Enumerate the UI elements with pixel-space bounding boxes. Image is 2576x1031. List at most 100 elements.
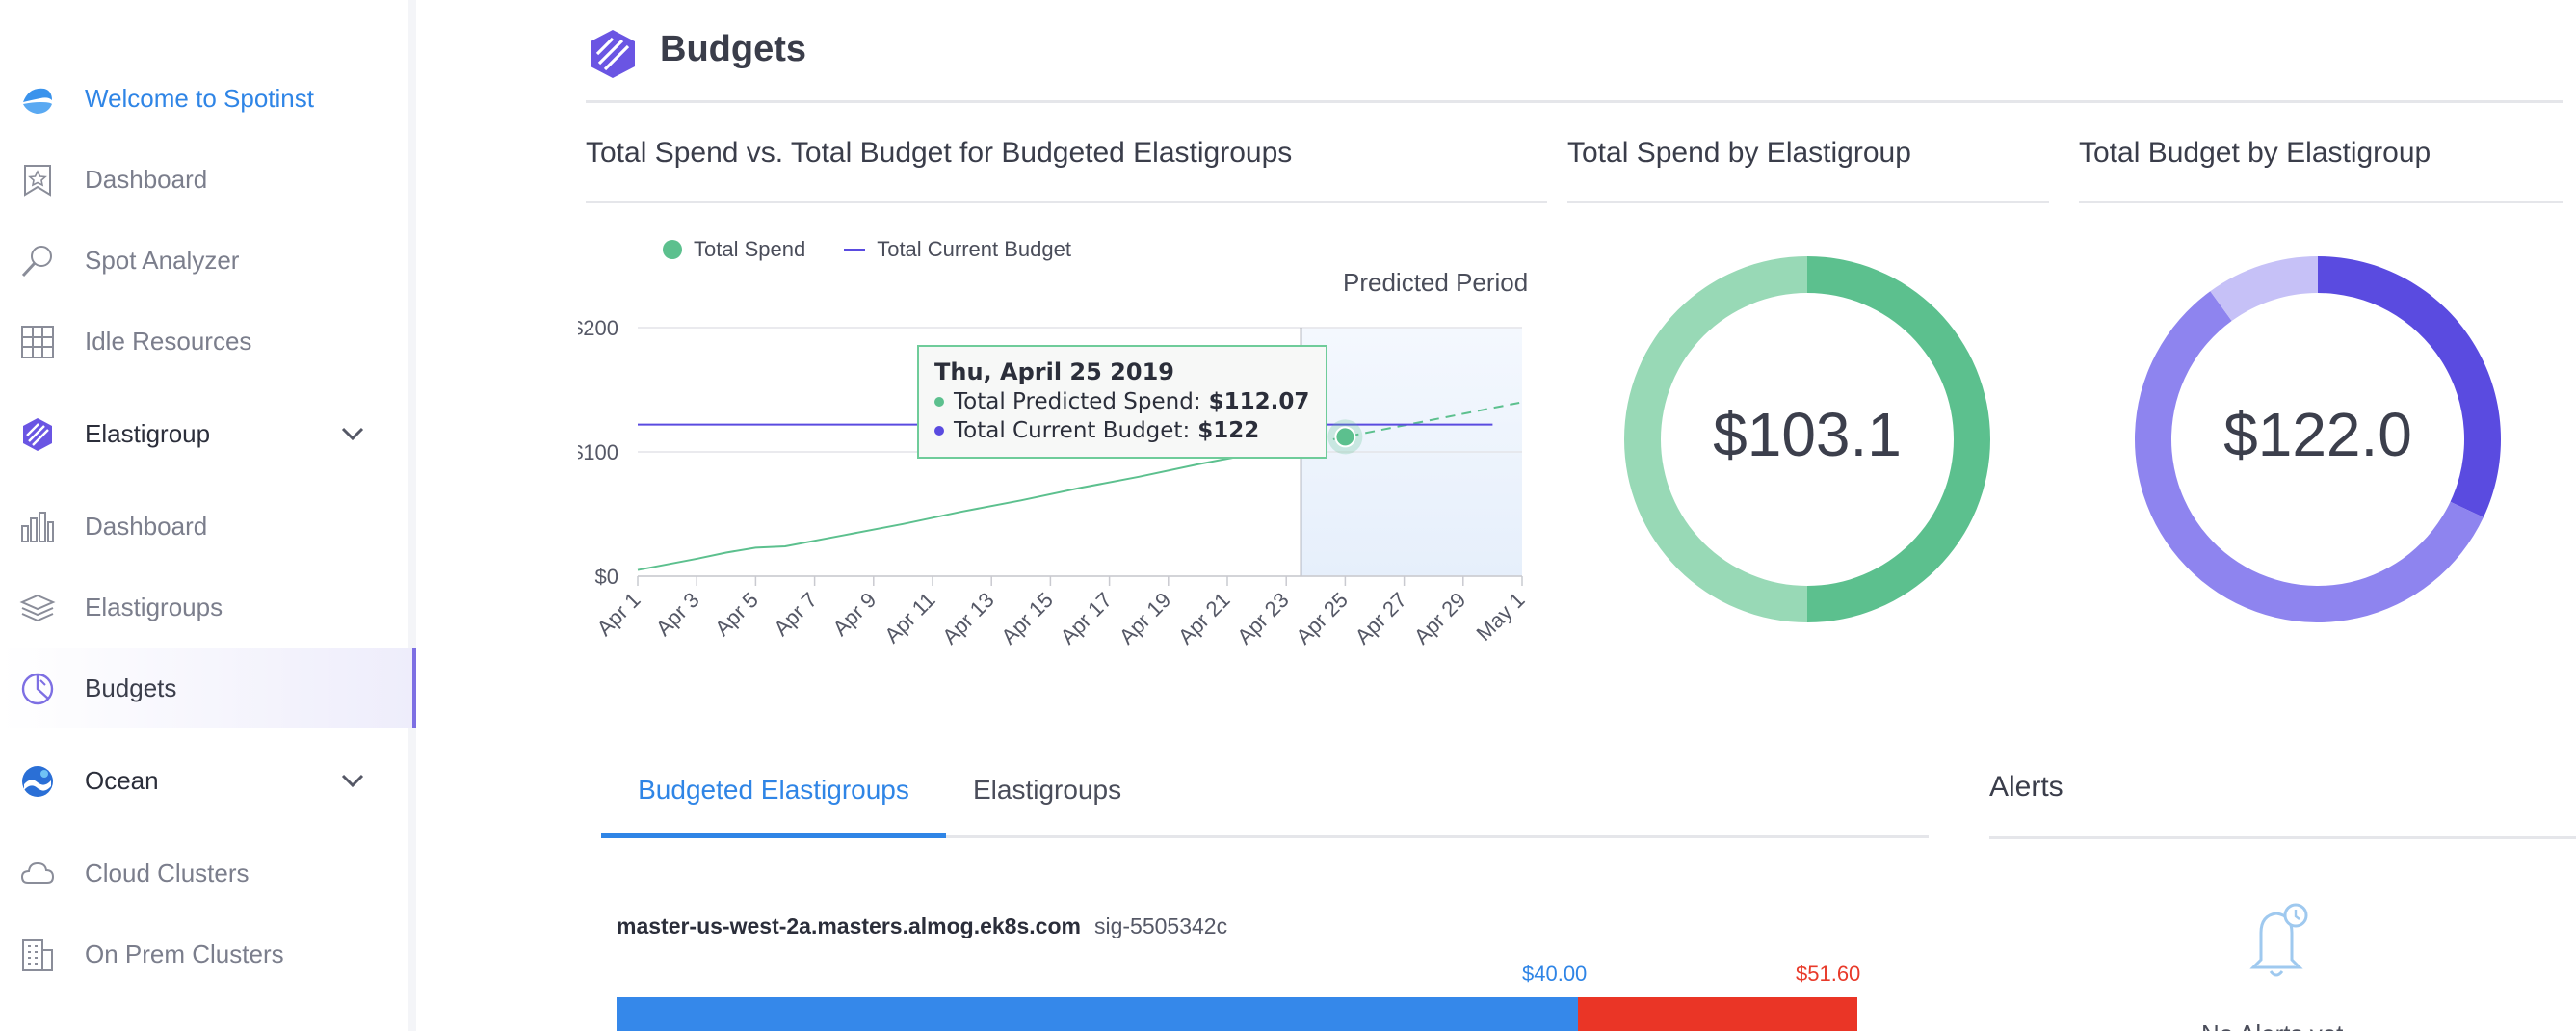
sidebar-item-eg-dashboard[interactable]: Dashboard bbox=[0, 486, 416, 567]
star-bookmark-icon bbox=[19, 162, 56, 198]
tooltip-spend-bullet bbox=[934, 397, 944, 407]
elastigroup-logo-icon bbox=[19, 416, 56, 453]
magnifier-icon bbox=[19, 243, 56, 279]
budget-donut-chart bbox=[2135, 256, 2501, 622]
sidebar-item-dashboard[interactable]: Dashboard bbox=[0, 139, 416, 220]
spend-donut: $103.1 bbox=[1605, 237, 2010, 642]
x-tick-label: Apr 19 bbox=[1115, 588, 1176, 649]
tooltip-spend-value: $112.07 bbox=[1208, 389, 1310, 414]
pie-icon bbox=[19, 671, 56, 707]
predicted-period-label: Predicted Period bbox=[1343, 268, 1529, 297]
spotinst-logo-icon bbox=[19, 81, 56, 118]
tooltip-budget-bullet bbox=[934, 426, 944, 436]
sidebar-section-label: Elastigroup bbox=[85, 418, 211, 448]
legend-spend-label[interactable]: Total Spend bbox=[694, 237, 806, 261]
y-tick-label: $0 bbox=[595, 565, 618, 589]
x-tick-label: Apr 15 bbox=[996, 588, 1058, 649]
sidebar-item-budgets[interactable]: Budgets bbox=[0, 648, 416, 728]
alerts-divider bbox=[1989, 836, 2576, 839]
budget-donut: $122.0 bbox=[2116, 237, 2520, 642]
x-tick-label: May 1 bbox=[1471, 588, 1529, 646]
page-title: Budgets bbox=[660, 29, 806, 69]
overspend-progress-bar bbox=[1578, 997, 1857, 1031]
spend-vs-budget-title: Total Spend vs. Total Budget for Budgete… bbox=[586, 137, 1293, 169]
donut-slice[interactable] bbox=[2210, 256, 2318, 322]
chart-tooltip: Thu, April 25 2019 Total Predicted Spend… bbox=[917, 345, 1327, 459]
budget-donut-value: $122.0 bbox=[2223, 400, 2412, 469]
tooltip-budget-value: $122 bbox=[1197, 418, 1260, 443]
sidebar-item-label: Welcome to Spotinst bbox=[85, 83, 314, 113]
sidebar-section-elastigroup[interactable]: Elastigroup bbox=[0, 393, 416, 474]
x-tick-label: Apr 11 bbox=[880, 588, 939, 648]
tab-elastigroups[interactable]: Elastigroups bbox=[973, 775, 1122, 805]
sidebar-item-label: Budgets bbox=[85, 673, 177, 702]
donut-slice[interactable] bbox=[2318, 256, 2501, 517]
x-tick-label: Apr 17 bbox=[1056, 588, 1117, 649]
legend-budget-marker bbox=[844, 249, 866, 251]
x-tick-label: Apr 5 bbox=[710, 588, 763, 641]
card-divider bbox=[586, 201, 1547, 203]
y-tick-label: $100 bbox=[578, 440, 618, 464]
spend-donut-value: $103.1 bbox=[1713, 400, 1902, 469]
budget-by-eg-title: Total Budget by Elastigroup bbox=[2079, 137, 2431, 169]
sidebar-item-welcome[interactable]: Welcome to Spotinst bbox=[0, 58, 416, 139]
x-tick-label: Apr 9 bbox=[828, 588, 881, 641]
sidebar-item-spot-analyzer[interactable]: Spot Analyzer bbox=[0, 220, 416, 301]
x-tick-label: Apr 29 bbox=[1409, 588, 1471, 649]
chevron-down-icon[interactable] bbox=[339, 422, 366, 445]
highlight-point bbox=[1334, 426, 1356, 448]
tooltip-date: Thu, April 25 2019 bbox=[934, 358, 1174, 385]
sidebar-section-label: Ocean bbox=[85, 765, 159, 795]
donut-slice[interactable] bbox=[1807, 256, 1990, 622]
tab-budgeted-elastigroups[interactable]: Budgeted Elastigroups bbox=[601, 775, 946, 838]
spend-donut-chart bbox=[1624, 256, 1990, 622]
x-tick-label: Apr 7 bbox=[769, 588, 822, 641]
sidebar: Welcome to Spotinst Dashboard Spot Analy… bbox=[0, 0, 416, 1031]
bar-chart-icon bbox=[19, 509, 56, 545]
sidebar-item-idle-resources[interactable]: Idle Resources bbox=[0, 301, 416, 382]
tooltip-row-budget: Total Current Budget: $122 bbox=[934, 418, 1310, 443]
x-tick-label: Apr 13 bbox=[937, 588, 999, 649]
tab-bar: Budgeted Elastigroups Elastigroups bbox=[601, 752, 1929, 838]
elastigroup-logo-icon bbox=[591, 30, 635, 78]
x-tick-label: Apr 25 bbox=[1291, 588, 1353, 649]
bell-icon bbox=[2249, 903, 2308, 977]
spend-progress-bar bbox=[617, 997, 1578, 1031]
building-icon bbox=[19, 937, 56, 973]
sidebar-section-ocean[interactable]: Ocean bbox=[0, 740, 416, 821]
sidebar-item-cloud-clusters[interactable]: Cloud Clusters bbox=[0, 833, 416, 913]
grid-icon bbox=[19, 324, 56, 360]
donut-slice[interactable] bbox=[1624, 256, 1807, 622]
alerts-empty-message: No Alerts yet bbox=[2201, 1019, 2343, 1031]
elastigroup-name[interactable]: master-us-west-2a.masters.almog.ek8s.com bbox=[617, 913, 1081, 938]
elastigroup-id: sig-5505342c bbox=[1094, 913, 1228, 938]
x-tick-label: Apr 3 bbox=[651, 588, 704, 641]
chart-legend: Total Spend Total Current Budget bbox=[663, 237, 1071, 262]
x-tick-label: Apr 21 bbox=[1173, 588, 1235, 649]
chevron-down-icon[interactable] bbox=[339, 769, 366, 792]
sidebar-item-label: On Prem Clusters bbox=[85, 938, 284, 968]
layers-icon bbox=[19, 590, 56, 626]
budget-bar-label: $51.60 bbox=[1796, 962, 1861, 986]
series-line bbox=[1301, 401, 1523, 447]
card-divider bbox=[2079, 201, 2563, 203]
sidebar-item-label: Dashboard bbox=[85, 511, 208, 541]
tooltip-budget-label: Total Current Budget: bbox=[954, 418, 1191, 443]
ocean-logo-icon bbox=[19, 763, 56, 800]
x-tick-label: Apr 23 bbox=[1232, 588, 1294, 649]
legend-spend-marker bbox=[663, 240, 682, 259]
card-divider bbox=[1567, 201, 2049, 203]
sidebar-item-elastigroups[interactable]: Elastigroups bbox=[0, 567, 416, 648]
sidebar-item-label: Idle Resources bbox=[85, 326, 252, 356]
alerts-title: Alerts bbox=[1989, 771, 2063, 803]
sidebar-item-on-prem-clusters[interactable]: On Prem Clusters bbox=[0, 913, 416, 994]
x-tick-label: Apr 1 bbox=[592, 588, 645, 641]
x-tick-label: Apr 27 bbox=[1351, 588, 1412, 649]
spend-bar-label: $40.00 bbox=[1522, 962, 1588, 986]
sidebar-item-label: Spot Analyzer bbox=[85, 245, 240, 275]
cloud-icon bbox=[19, 856, 56, 892]
sidebar-item-label: Dashboard bbox=[85, 164, 208, 194]
legend-budget-label[interactable]: Total Current Budget bbox=[877, 237, 1071, 261]
y-tick-label: $200 bbox=[578, 316, 618, 340]
